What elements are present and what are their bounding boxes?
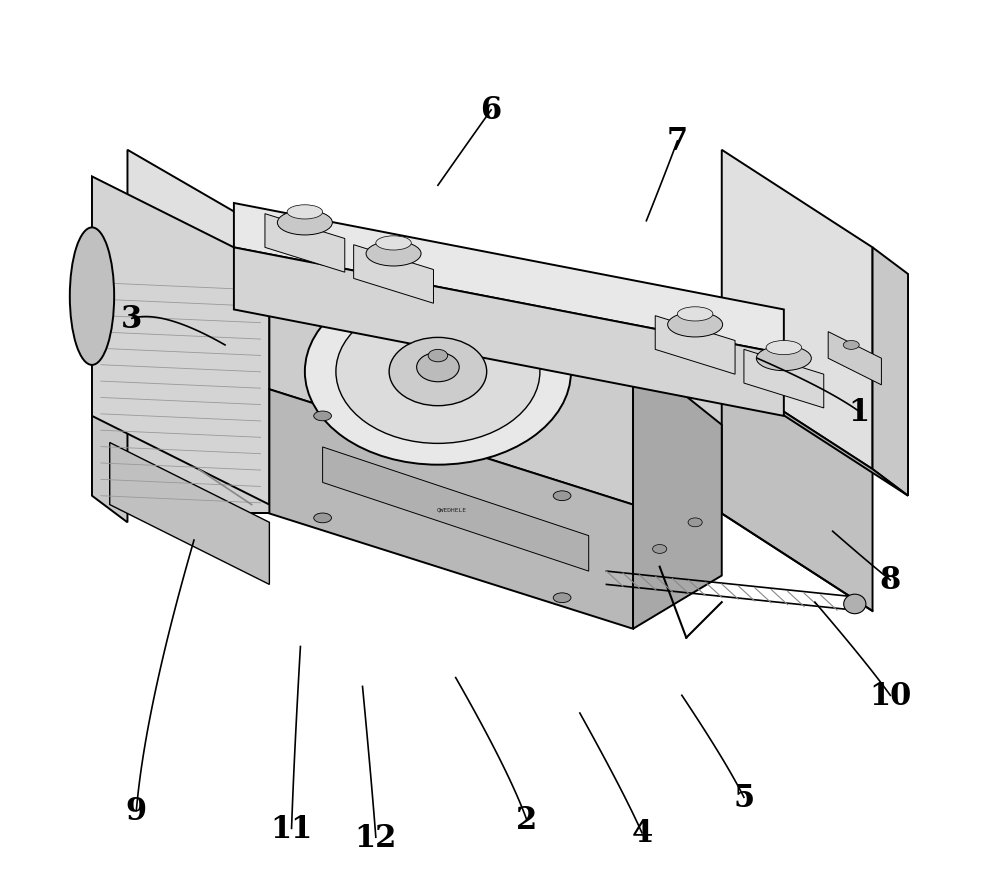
Polygon shape [722,372,908,496]
Polygon shape [873,248,908,496]
Ellipse shape [314,514,331,523]
Text: 12: 12 [355,822,397,852]
Polygon shape [722,151,873,470]
Polygon shape [269,239,633,505]
Ellipse shape [305,279,571,465]
Ellipse shape [688,518,702,527]
Text: 7: 7 [667,127,688,157]
Ellipse shape [314,411,331,422]
Polygon shape [92,275,127,523]
Text: 1: 1 [849,397,870,427]
Ellipse shape [417,354,459,383]
Ellipse shape [428,350,448,362]
Polygon shape [127,372,722,514]
Polygon shape [127,151,296,470]
Text: 8: 8 [880,565,901,595]
Ellipse shape [677,307,713,322]
Polygon shape [722,372,873,611]
Ellipse shape [650,352,669,361]
Ellipse shape [843,341,859,350]
Polygon shape [234,248,784,416]
Polygon shape [655,316,735,375]
Text: 4: 4 [631,818,653,848]
Ellipse shape [668,313,723,338]
Ellipse shape [756,346,811,371]
Ellipse shape [180,350,199,359]
Polygon shape [92,177,269,505]
Text: 6: 6 [481,96,502,126]
Ellipse shape [336,300,540,444]
Polygon shape [127,328,873,470]
Polygon shape [269,390,633,629]
Polygon shape [633,354,722,629]
Text: 2: 2 [516,804,537,835]
Ellipse shape [366,242,421,267]
Polygon shape [828,332,881,385]
Ellipse shape [653,545,667,554]
Polygon shape [127,372,296,470]
Polygon shape [354,245,433,304]
Text: 3: 3 [121,304,143,334]
Ellipse shape [389,338,487,407]
Polygon shape [265,214,345,273]
Polygon shape [234,204,784,354]
Text: 11: 11 [270,813,313,843]
Ellipse shape [376,237,411,251]
Ellipse shape [553,594,571,602]
Ellipse shape [70,229,114,365]
Polygon shape [744,350,824,408]
Ellipse shape [287,206,323,220]
Ellipse shape [774,403,794,412]
Polygon shape [323,447,589,571]
Ellipse shape [844,595,866,614]
Text: QWEDHELE: QWEDHELE [436,507,466,512]
Ellipse shape [277,211,332,236]
Ellipse shape [553,491,571,501]
Text: 10: 10 [869,680,911,711]
Polygon shape [110,443,269,585]
Ellipse shape [766,341,802,355]
Text: 9: 9 [126,796,147,826]
Text: 5: 5 [733,782,754,812]
